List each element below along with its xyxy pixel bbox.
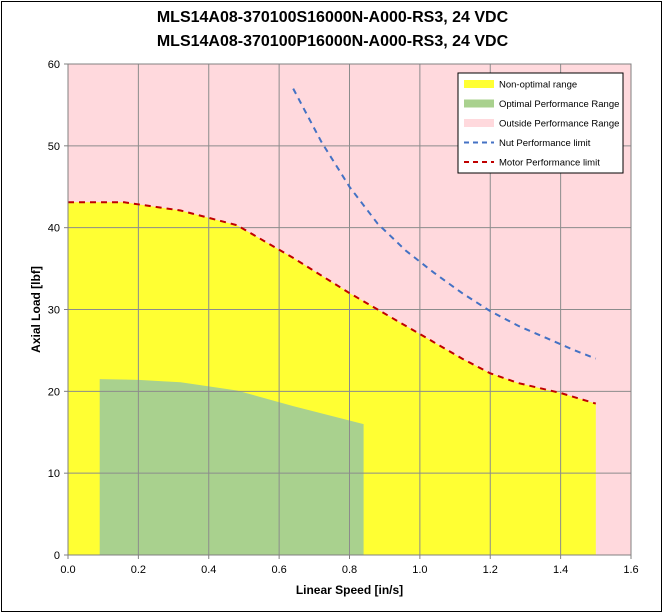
legend-label: Outside Performance Range	[499, 119, 619, 130]
x-tick-label: 1.2	[483, 564, 498, 576]
legend: Non-optimal range Optimal Performance Ran…	[457, 72, 624, 174]
chart-title-line-1: MLS14A08-370100S16000N-A000-RS3, 24 VDC	[156, 9, 509, 26]
nut-performance-limit-line	[292, 88, 597, 360]
legend-swatch	[464, 99, 494, 108]
area-series-group	[68, 202, 596, 556]
x-tick-label: 1.4	[553, 564, 568, 576]
x-axis-ticks: 0.0 0.2 0.4 0.6 0.8 1.0 1.2 1.4 1.6	[60, 555, 639, 576]
chart-title-line-2: MLS14A08-370100P16000N-A000-RS3, 24 VDC	[156, 33, 509, 50]
legend-item-motor-performance-limit: Motor Performance limit	[464, 158, 600, 169]
y-tick-label: 50	[48, 141, 60, 153]
optimal-performance-range-area	[99, 379, 364, 555]
x-tick-label: 0.2	[131, 564, 146, 576]
y-tick-label: 30	[48, 305, 60, 317]
y-tick-label: 60	[48, 59, 60, 71]
y-tick-label: 20	[48, 386, 60, 398]
legend-label: Non-optimal range	[499, 80, 577, 91]
legend-item-outside-performance-range: Outside Performance Range	[464, 119, 619, 130]
y-axis-ticks: 0 10 20 30 40 50 60	[48, 59, 68, 562]
gridlines	[68, 64, 631, 555]
y-tick-label: 10	[48, 468, 60, 480]
x-tick-label: 0.8	[342, 564, 357, 576]
line-series-group	[68, 88, 597, 405]
x-tick-label: 0.6	[271, 564, 286, 576]
chart-title: MLS14A08-370100S16000N-A000-RS3, 24 VDC …	[0, 6, 665, 54]
y-tick-label: 40	[48, 223, 60, 235]
legend-item-nut-performance-limit: Nut Performance limit	[464, 138, 591, 149]
x-tick-label: 0.4	[201, 564, 216, 576]
x-axis-label: Linear Speed [in/s]	[296, 583, 403, 597]
motor-performance-limit-line	[68, 201, 597, 405]
y-axis-label: Axial Load [lbf]	[29, 266, 43, 353]
legend-item-optimal-performance-range: Optimal Performance Range	[464, 99, 619, 110]
legend-swatch	[464, 80, 494, 88]
x-tick-label: 1.6	[623, 564, 638, 576]
legend-label: Motor Performance limit	[499, 158, 600, 169]
legend-item-non-optimal-range: Non-optimal range	[464, 80, 577, 91]
y-tick-label: 0	[54, 550, 60, 562]
x-tick-label: 0.0	[60, 564, 75, 576]
legend-swatch	[464, 119, 494, 127]
legend-label: Optimal Performance Range	[499, 99, 619, 110]
legend-label: Nut Performance limit	[499, 138, 591, 149]
x-tick-label: 1.0	[412, 564, 427, 576]
